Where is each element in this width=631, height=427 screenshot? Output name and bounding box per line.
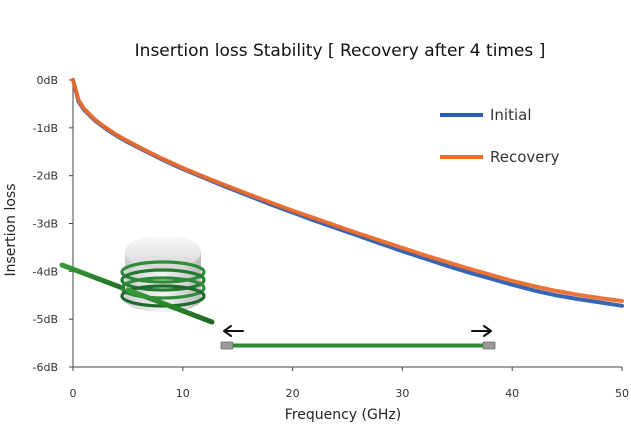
x-tick-label: 10 <box>176 387 190 400</box>
y-tick-label: -3dB <box>33 218 59 231</box>
y-ticks: 0dB -1dB -2dB -3dB -4dB -5dB -6dB <box>33 74 73 374</box>
chart-title: Insertion loss Stability [ Recovery afte… <box>135 41 546 61</box>
left-arrow <box>223 325 244 337</box>
spool-coil <box>120 260 206 308</box>
cable-spool-illustration <box>59 235 215 325</box>
legend-label-recovery: Recovery <box>490 148 560 166</box>
x-ticks: 0 10 20 30 40 50 <box>70 367 629 400</box>
series-line-recovery <box>71 78 624 303</box>
y-tick-label: -6dB <box>33 361 59 374</box>
straight-cable-illustration <box>220 325 496 350</box>
right-connector <box>482 341 496 350</box>
y-tick-label: -5dB <box>33 313 59 326</box>
y-tick-label: -2dB <box>33 170 59 183</box>
x-tick-label: 50 <box>615 387 629 400</box>
series-layer <box>71 78 624 308</box>
legend: Initial Recovery <box>440 106 560 166</box>
y-axis-title: Insertion loss <box>3 184 19 277</box>
y-tick-label: -1dB <box>33 122 59 135</box>
y-tick-label: -4dB <box>33 265 59 278</box>
spool-cable-back <box>59 262 131 293</box>
right-arrow <box>471 325 492 337</box>
x-axis-title: Frequency (GHz) <box>285 407 401 423</box>
legend-label-initial: Initial <box>490 106 532 124</box>
x-tick-label: 20 <box>286 387 300 400</box>
x-tick-label: 0 <box>70 387 77 400</box>
x-tick-label: 40 <box>505 387 519 400</box>
spool-top <box>125 235 201 269</box>
left-connector <box>220 341 234 350</box>
chart-axes <box>72 80 622 368</box>
spool-cable-front <box>125 287 215 325</box>
x-tick-label: 30 <box>395 387 409 400</box>
y-tick-label: 0dB <box>36 74 58 87</box>
